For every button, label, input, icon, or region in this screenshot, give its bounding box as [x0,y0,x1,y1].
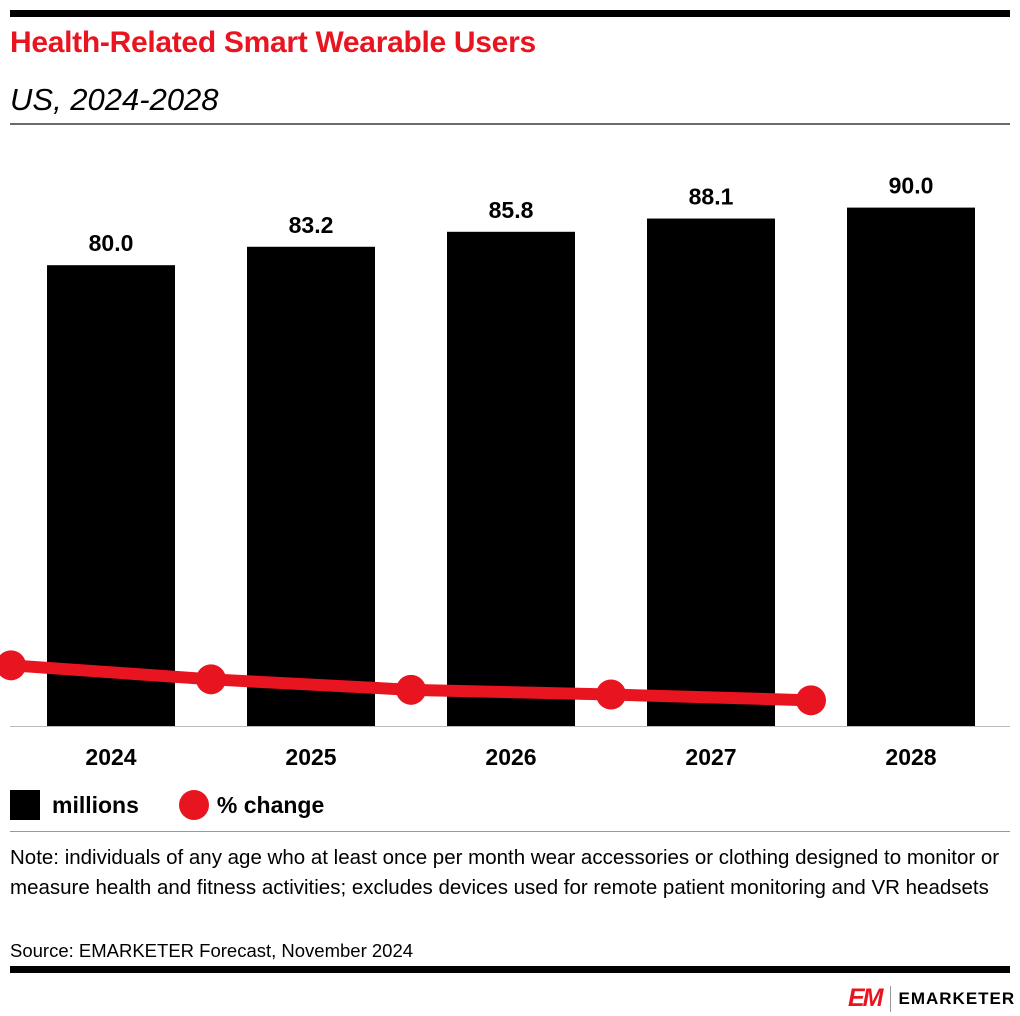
line-label-2027: 2.7% [585,645,637,671]
line-point-2027 [596,679,626,710]
legend: millions % change [10,790,324,820]
bar-2024 [47,265,175,726]
bar-2027 [647,218,775,726]
bar-label-2027: 88.1 [689,184,734,210]
logo-mark: EM [848,984,883,1012]
line-label-2025: 4.0% [185,630,237,656]
title-divider [10,123,1010,125]
line-point-2026 [396,674,426,705]
logo-divider [889,985,891,1012]
line-point-2024 [0,650,26,681]
chart-area: 80.0 2024 83.2 2025 85.8 2026 88.1 2027 90.0 2028… [0,173,1010,770]
x-tick-label-2025: 2025 [285,744,336,770]
source-text: Source: EMARKETER Forecast, November 202… [10,940,414,961]
bar-2026 [447,231,575,727]
legend-line-swatch [178,790,209,820]
legend-line-label: % change [216,791,325,818]
legend-divider [10,831,1010,832]
line-label-2026: 3.1% [385,641,437,667]
chart-subtitle: US, 2024-2028 [10,82,219,117]
legend-bar-swatch [10,790,40,820]
line-label-2024: 5.2% [0,616,37,642]
bottom-border [10,966,1010,973]
x-tick-label-2028: 2028 [885,744,936,770]
line-point-2025 [196,664,226,695]
x-tick-label-2027: 2027 [685,744,736,770]
bar-label-2024: 80.0 [89,230,134,256]
legend-bar-label: millions [52,791,139,818]
top-border [10,10,1010,17]
x-tick-label-2026: 2026 [485,744,536,770]
bar-label-2026: 85.8 [489,197,534,223]
bar-2028 [847,207,975,727]
x-tick-label-2024: 2024 [85,744,136,770]
line-point-2028 [796,685,826,716]
line-label-2028: 2.2% [785,651,837,677]
bar-label-2028: 90.0 [889,173,934,199]
bar-label-2025: 83.2 [289,212,334,238]
note-text: Note: individuals of any age who at leas… [10,846,1000,899]
bar-2025 [247,246,375,726]
chart-title: Health-Related Smart Wearable Users [10,26,536,59]
emarketer-logo: EM EMARKETER [848,984,1015,1013]
logo-text: EMARKETER [898,988,1016,1008]
